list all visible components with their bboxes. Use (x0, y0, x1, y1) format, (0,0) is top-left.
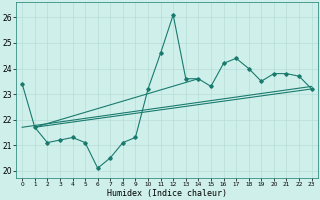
X-axis label: Humidex (Indice chaleur): Humidex (Indice chaleur) (107, 189, 227, 198)
